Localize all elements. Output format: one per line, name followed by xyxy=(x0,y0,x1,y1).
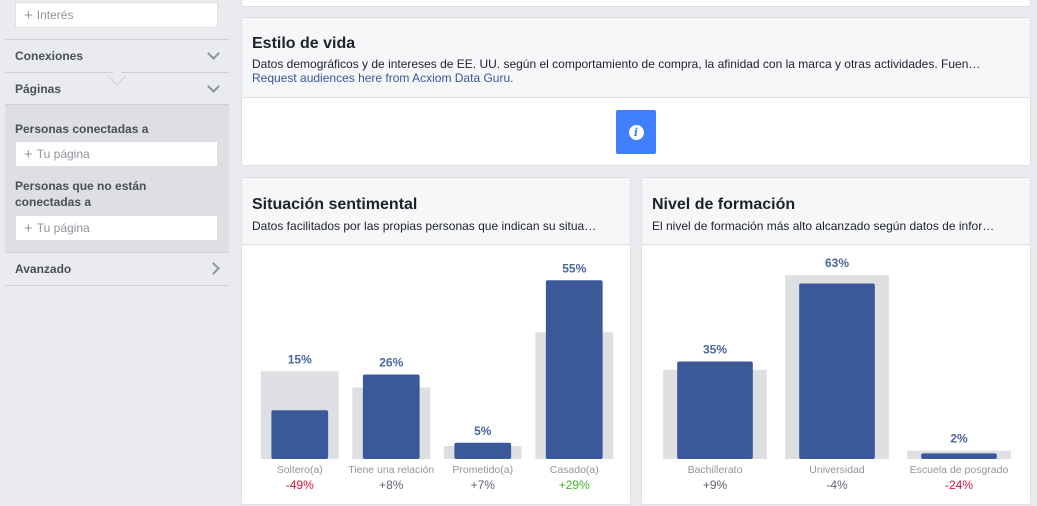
section-advanced[interactable]: Avanzado xyxy=(15,262,72,276)
category-label: Tiene una relación xyxy=(348,464,434,476)
section-connections[interactable]: Conexiones xyxy=(15,49,84,63)
relationship-card: Situación sentimental Datos facilitados … xyxy=(241,177,631,505)
value-bar xyxy=(799,283,875,459)
not-connected-label: Personas que no están conectadas a xyxy=(15,179,147,209)
interest-input[interactable]: + Interés xyxy=(15,2,218,28)
card-description: Datos demográficos y de intereses de EE.… xyxy=(252,57,981,71)
difference-label: +9% xyxy=(703,478,728,492)
card-header: Nivel de formación El nivel de formación… xyxy=(642,178,1030,245)
connected-placeholder: Tu página xyxy=(36,147,90,161)
chevron-down-icon[interactable] xyxy=(207,80,220,93)
info-icon: i xyxy=(628,124,644,140)
chevron-down-icon[interactable] xyxy=(207,47,220,60)
value-bar xyxy=(677,361,753,459)
difference-label: -4% xyxy=(826,478,848,492)
difference-label: -49% xyxy=(286,478,314,492)
card-description: El nivel de formación más alto alcanzado… xyxy=(652,219,995,233)
category-label: Universidad xyxy=(809,464,865,476)
value-bar xyxy=(454,442,512,459)
value-label: 63% xyxy=(825,256,849,270)
plus-icon: + xyxy=(24,219,33,237)
card-header: Estilo de vida Datos demográficos y de i… xyxy=(242,18,1030,98)
education-chart: 35% Bachillerato +9% 63% Universidad -4% 2% Esc… xyxy=(663,256,1011,492)
interest-placeholder: Interés xyxy=(36,8,74,22)
connected-label: Personas conectadas a xyxy=(15,122,149,136)
value-bar xyxy=(545,280,603,459)
plus-icon: + xyxy=(24,6,33,24)
category-label: Soltero(a) xyxy=(277,464,323,476)
difference-label: -24% xyxy=(945,478,973,492)
section-pages[interactable]: Páginas xyxy=(15,82,62,96)
sidebar: + Interés Conexiones Páginas Personas co… xyxy=(0,0,229,506)
difference-label: +8% xyxy=(379,478,404,492)
card-header: Situación sentimental Datos facilitados … xyxy=(242,178,630,245)
divider xyxy=(5,104,229,105)
previous-card xyxy=(241,0,1031,7)
lifestyle-card: Estilo de vida Datos demográficos y de i… xyxy=(241,17,1031,166)
acxiom-link[interactable]: Request audiences here from Acxiom Data … xyxy=(252,71,514,85)
difference-label: +7% xyxy=(471,478,496,492)
value-label: 35% xyxy=(703,343,727,357)
info-button[interactable]: i xyxy=(616,110,656,154)
category-label: Escuela de posgrado xyxy=(910,464,1009,476)
value-bar xyxy=(362,374,420,459)
value-label: 55% xyxy=(562,261,586,275)
chevron-right-icon[interactable] xyxy=(207,262,220,275)
value-label: 15% xyxy=(288,352,312,366)
divider xyxy=(5,252,229,253)
value-label: 5% xyxy=(474,424,492,438)
category-label: Bachillerato xyxy=(688,464,743,476)
plus-icon: + xyxy=(24,145,33,163)
education-card: Nivel de formación El nivel de formación… xyxy=(641,177,1031,505)
not-connected-page-input[interactable]: + Tu página xyxy=(15,215,218,241)
value-label: 2% xyxy=(950,432,968,446)
divider xyxy=(5,285,229,286)
value-bar xyxy=(921,453,997,459)
category-label: Casado(a) xyxy=(550,464,599,476)
card-description: Datos facilitados por las propias person… xyxy=(252,219,597,233)
relationship-chart: 15% Soltero(a) -49% 26% Tiene una relación +8… xyxy=(260,261,614,492)
not-connected-placeholder: Tu página xyxy=(36,221,90,235)
value-label: 26% xyxy=(379,356,403,370)
connected-page-input[interactable]: + Tu página xyxy=(15,141,218,167)
value-bar xyxy=(271,410,329,459)
difference-label: +29% xyxy=(559,478,590,492)
category-label: Prometido(a) xyxy=(452,464,513,476)
card-title: Estilo de vida xyxy=(252,35,356,52)
divider xyxy=(5,39,229,40)
card-title: Situación sentimental xyxy=(252,196,418,213)
card-title: Nivel de formación xyxy=(652,196,796,213)
